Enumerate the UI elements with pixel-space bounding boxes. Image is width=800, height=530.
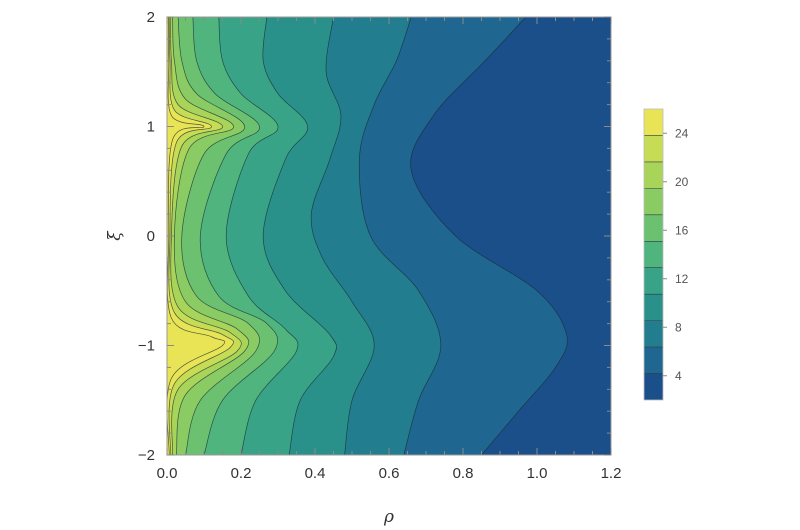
- y-tick-label: −1: [138, 338, 155, 355]
- contour-line: [358, 17, 442, 455]
- colorbar-segment: [644, 109, 663, 136]
- colorbar-tick-label: 20: [675, 175, 689, 189]
- contour-line: [410, 17, 568, 455]
- colorbar: 4 8 12 16 20 24: [643, 108, 689, 401]
- x-tick-label: 0.6: [379, 465, 400, 482]
- colorbar-tick-label: 12: [675, 272, 689, 286]
- contour-line: [262, 17, 337, 455]
- x-tick-label: 0.2: [231, 465, 252, 482]
- x-tick-label: 1.2: [601, 465, 622, 482]
- contour-band: [167, 17, 225, 455]
- x-tick-label: 0.4: [305, 465, 326, 482]
- contour-line: [218, 17, 299, 455]
- y-tick-label: 1: [147, 119, 155, 136]
- contour-line: [192, 17, 279, 455]
- colorbar-segment: [644, 188, 663, 215]
- colorbar-segment: [644, 241, 663, 268]
- x-tick-label: 1.0: [527, 465, 548, 482]
- colorbar-segment: [644, 214, 663, 242]
- colorbar-frame: [643, 108, 664, 401]
- contour-fill-layer: [167, 17, 611, 455]
- contour-line: [172, 17, 250, 455]
- axis-ticks: 0.0 0.2 0.4 0.6 0.8 1.0 1.2 −2 −1 0 1 2: [138, 9, 622, 482]
- colorbar-segment: [644, 161, 663, 189]
- contour-line: [310, 17, 375, 455]
- colorbar-segment: [644, 135, 663, 162]
- colorbar-segment: [644, 373, 663, 400]
- contour-line: [177, 17, 260, 455]
- colorbar-tick-label: 4: [675, 369, 682, 383]
- x-tick-label: 0.0: [157, 465, 178, 482]
- colorbar-tick-label: 16: [675, 223, 689, 237]
- colorbar-tick-label: 24: [675, 126, 689, 140]
- y-tick-label: 2: [147, 9, 155, 26]
- x-tick-label: 0.8: [453, 465, 474, 482]
- colorbar-segment: [644, 347, 663, 374]
- x-axis-title: ρ: [383, 507, 394, 527]
- colorbar-tick-label: 8: [675, 320, 682, 334]
- colorbar-segment: [644, 320, 663, 348]
- y-tick-label: 0: [147, 228, 155, 245]
- y-tick-label: −2: [138, 447, 155, 464]
- colorbar-segment: [644, 267, 663, 295]
- colorbar-segment: [644, 294, 663, 321]
- y-axis-title: ξ: [105, 230, 125, 241]
